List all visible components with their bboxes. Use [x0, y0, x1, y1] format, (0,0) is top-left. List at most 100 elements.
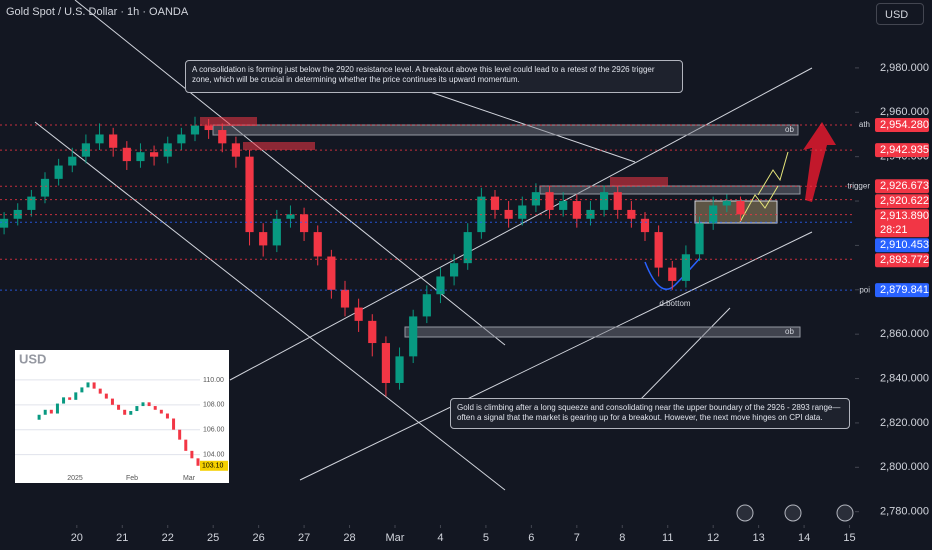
- zone-label: ob: [785, 125, 794, 134]
- y-tick-label: 2,860.000: [880, 328, 929, 340]
- x-tick-label: 20: [71, 532, 83, 544]
- candle-body: [559, 201, 568, 210]
- candle-body: [136, 152, 145, 162]
- candle-body: [722, 201, 731, 206]
- candle-body: [504, 209, 513, 219]
- price-label-box: [875, 253, 929, 268]
- level-tag: poi: [859, 285, 870, 294]
- candle-body: [245, 156, 254, 233]
- annotation: A consolidation is forming just below th…: [185, 60, 683, 93]
- candle-body: [695, 223, 704, 255]
- candle-body: [177, 134, 186, 144]
- candle-body: [190, 125, 200, 135]
- price-label-box: [875, 238, 929, 253]
- annotation: Gold is climbing after a long squeeze an…: [450, 398, 850, 429]
- x-tick-label: 15: [843, 532, 855, 544]
- inset-tick-label: 106.00: [203, 427, 225, 434]
- supply-zone: [200, 117, 257, 126]
- x-tick-label: 22: [162, 532, 174, 544]
- x-tick-label: 21: [116, 532, 128, 544]
- price-label: 2,913.890: [880, 210, 929, 222]
- ob-zone: [404, 326, 801, 338]
- candle-body: [95, 134, 104, 144]
- candle-body: [259, 232, 268, 246]
- x-tick-label: 13: [753, 532, 765, 544]
- x-tick-label: 5: [483, 532, 489, 544]
- inset-x-label: Mar: [183, 475, 196, 482]
- candle-body: [409, 316, 418, 357]
- price-label-box: [875, 117, 929, 132]
- currency-button[interactable]: USD: [876, 3, 924, 25]
- price-label-box: [875, 179, 929, 194]
- y-tick-label: 2,820.000: [880, 417, 929, 429]
- consolidation-zone: [694, 200, 778, 224]
- candle-body: [572, 201, 581, 219]
- countdown: 28:21: [880, 224, 908, 236]
- candle-body: [681, 254, 690, 281]
- event-icon: [784, 504, 802, 522]
- candle-body: [395, 356, 404, 383]
- projection-path: [739, 185, 779, 223]
- candle-body: [204, 125, 213, 131]
- price-label: 2,920.622: [880, 195, 929, 207]
- price-label: 2,942.935: [880, 144, 929, 156]
- price-label-box: [875, 283, 929, 298]
- candle-body: [54, 165, 63, 179]
- candle-body: [286, 214, 295, 219]
- double-bottom-curve: [644, 257, 701, 290]
- x-tick-label: 14: [798, 532, 810, 544]
- drawings: [34, 0, 813, 491]
- candle-body: [422, 294, 431, 317]
- candle-body: [640, 218, 650, 233]
- ob-zone: [212, 124, 799, 136]
- callout-line: [639, 307, 731, 401]
- inset-tick-label: 108.00: [203, 402, 225, 409]
- price-label-box: [875, 194, 929, 209]
- candle-body: [218, 130, 227, 144]
- price-label: 2,893.772: [880, 254, 929, 266]
- trend-line: [74, 0, 506, 346]
- candle-body: [545, 192, 554, 210]
- x-tick-label: 26: [253, 532, 265, 544]
- candle-body: [450, 263, 459, 277]
- supply-zone: [243, 142, 315, 150]
- price-label: 2,926.673: [880, 180, 929, 192]
- supply-zone: [610, 177, 668, 186]
- inset-tick-label: 110.00: [203, 377, 224, 384]
- price-label-box: [875, 209, 929, 238]
- candle-body: [613, 192, 622, 210]
- zones: [200, 117, 854, 522]
- x-tick-label: 12: [707, 532, 719, 544]
- y-tick-label: 2,980.000: [880, 62, 929, 74]
- candle-body: [354, 307, 363, 321]
- candle-body: [13, 209, 22, 219]
- candle-body: [531, 192, 540, 206]
- candle-body: [654, 232, 663, 268]
- inset-tick-label: 104.00: [203, 451, 225, 458]
- candle-body: [313, 232, 322, 257]
- channel-line: [229, 67, 813, 381]
- y-tick-label: 2,840.000: [880, 372, 929, 384]
- candle-body: [709, 205, 718, 224]
- inset-last-label: 103.10: [202, 463, 224, 470]
- level-tag: trigger: [847, 181, 870, 190]
- zone-label: ob: [785, 327, 794, 336]
- candle-body: [463, 232, 472, 264]
- price-label-box: [875, 143, 929, 158]
- x-tick-label: 7: [574, 532, 580, 544]
- candle-body: [490, 196, 500, 210]
- inset-title: USD: [19, 351, 46, 366]
- candle-body: [436, 276, 445, 295]
- event-icon: [836, 504, 854, 522]
- candle-body: [68, 156, 77, 166]
- candle-body: [668, 267, 677, 281]
- price-label: 2,954.280: [880, 119, 929, 131]
- x-tick-label: 4: [437, 532, 443, 544]
- x-tick-label: 28: [343, 532, 355, 544]
- candle-body: [381, 343, 390, 383]
- inset-background: [15, 350, 229, 483]
- candle-body: [327, 256, 336, 290]
- y-tick-label: 2,800.000: [880, 461, 929, 473]
